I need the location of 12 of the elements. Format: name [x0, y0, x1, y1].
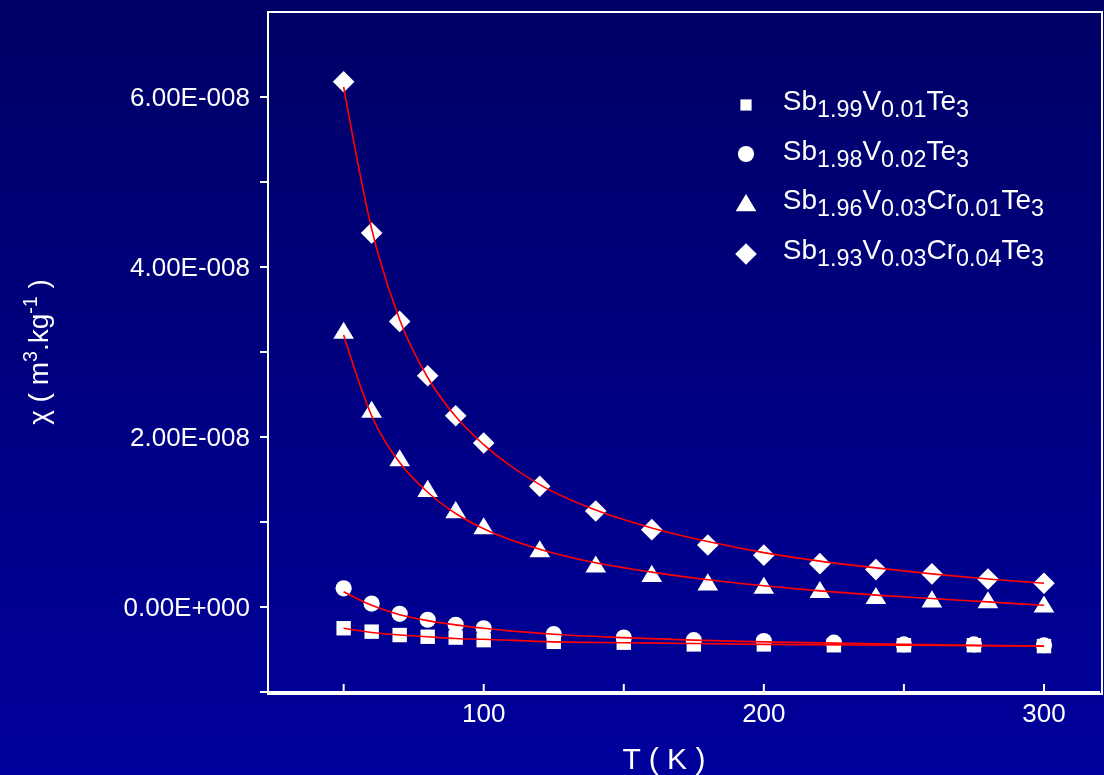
y-tick-label: 6.00E-008 — [130, 82, 250, 112]
legend-label: Sb$_{1.99}$V$_{0.01}$Te$_{3}$ — [782, 84, 970, 124]
legend-label: Sb$_{1.98}$V$_{0.02}$Te$_{3}$ — [782, 133, 970, 174]
x-tick-label: 300 — [1022, 698, 1066, 728]
x-tick-label: 100 — [462, 698, 506, 728]
legend-label: Sb$_{1.93}$V$_{0.03}$Cr$_{0.04}$Te$_{3}$ — [782, 232, 1044, 273]
y-tick-label: 0.00E+000 — [123, 592, 250, 622]
x-tick-label: 200 — [742, 698, 786, 728]
x-axis-title: T ( K ) — [622, 742, 706, 775]
legend-label: Sb$_{1.96}$V$_{0.03}$Cr$_{0.01}$Te$_{3}$ — [782, 183, 1044, 223]
y-tick-label: 4.00E-008 — [130, 252, 250, 282]
y-tick-label: 2.00E-008 — [130, 422, 250, 452]
